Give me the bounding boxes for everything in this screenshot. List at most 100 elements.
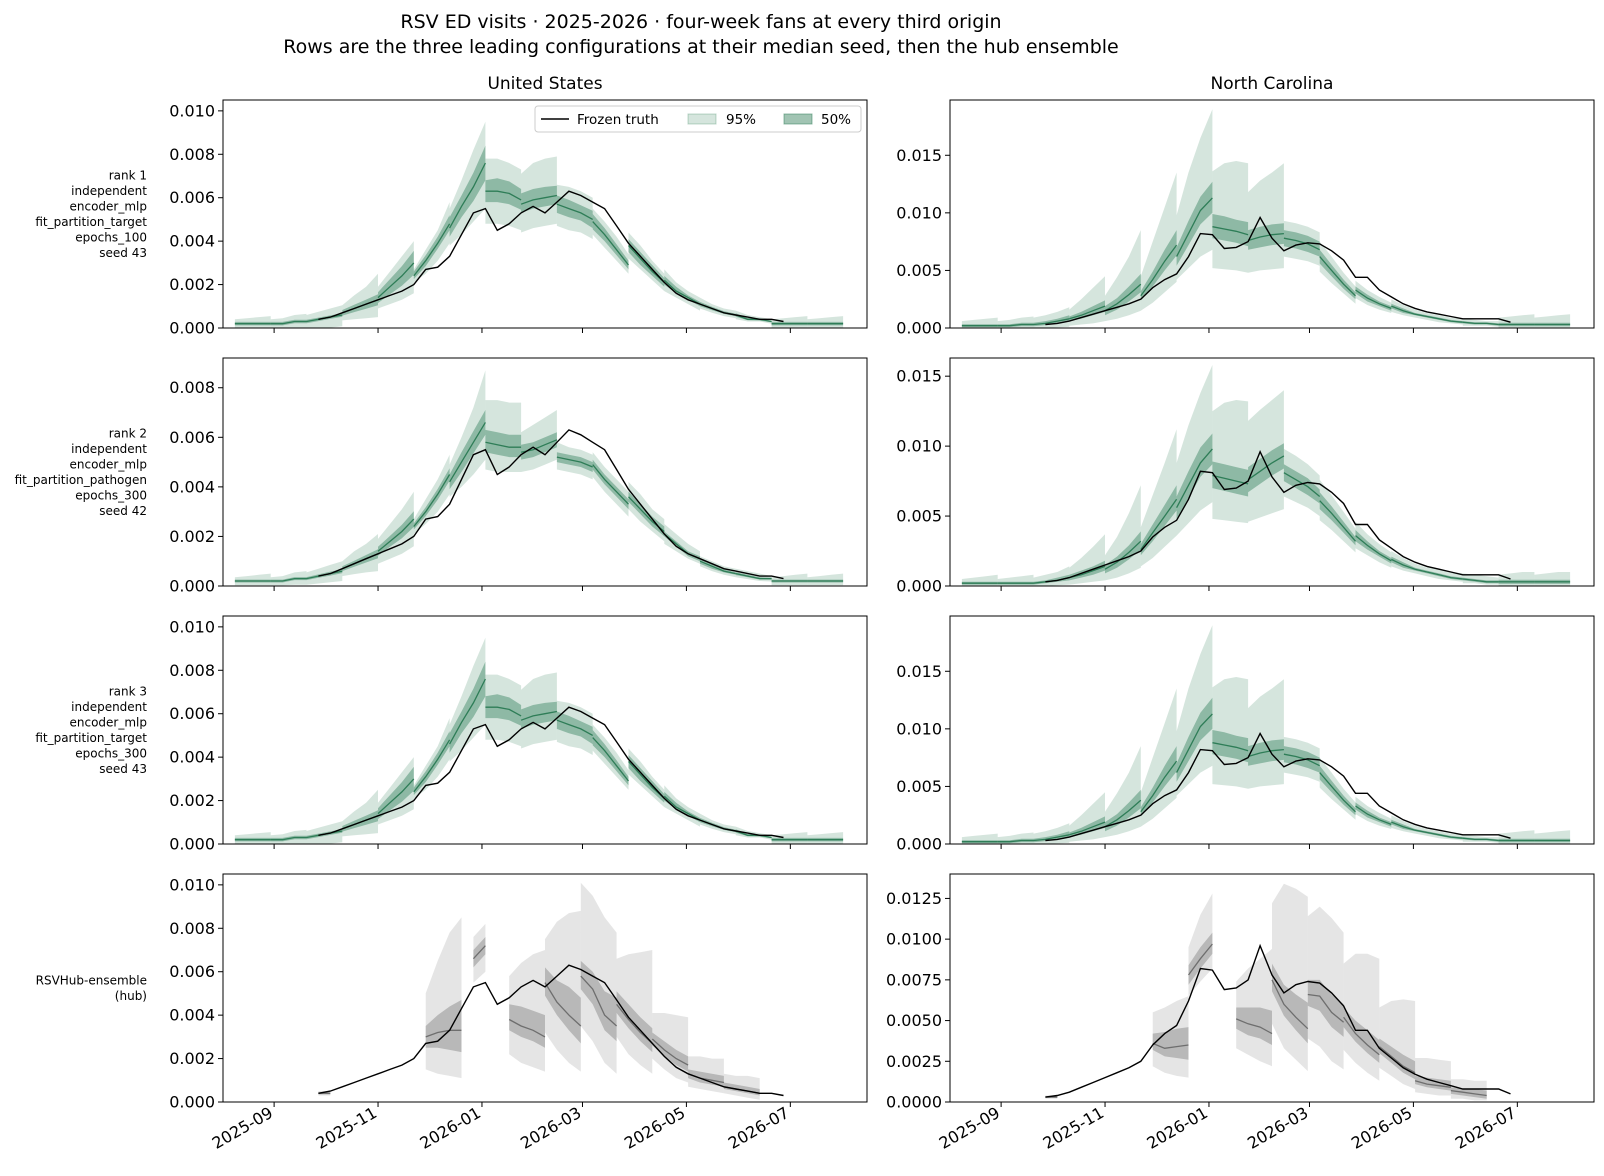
fan-median-line: [1247, 748, 1284, 758]
fan-95-band: [556, 184, 593, 239]
fan-50-band: [556, 195, 593, 229]
truth-line: [318, 429, 784, 580]
fan-95-band: [1319, 241, 1356, 304]
fan-95-band: [628, 232, 665, 292]
fan-95-band: [413, 718, 450, 799]
x-tick-label: 2026-01: [417, 1103, 484, 1153]
fan-50-band: [652, 1032, 689, 1072]
y-tick-label: 0.0100: [886, 930, 942, 949]
fan-median-line: [270, 577, 307, 582]
fan-50-band: [735, 572, 772, 580]
fan-median-line: [449, 678, 486, 745]
figure-subtitle: Rows are the three leading configuration…: [283, 36, 1118, 58]
fan-95-band: [1212, 400, 1249, 524]
y-tick-label: 0.002: [169, 1049, 215, 1068]
fan-50-band: [556, 452, 593, 472]
fan-median-line: [485, 706, 522, 717]
fan-50-band: [1415, 1075, 1451, 1091]
y-tick-label: 0.0025: [886, 1052, 942, 1071]
fan-median-line: [449, 162, 486, 229]
fan-50-band: [628, 491, 665, 537]
row-label-line: (hub): [115, 989, 147, 1003]
fan-50-band: [1391, 556, 1427, 574]
y-tick-label: 0.005: [896, 777, 942, 796]
y-tick-label: 0.008: [169, 661, 215, 680]
fan-50-band: [449, 661, 486, 753]
fan-median-line: [651, 1038, 689, 1066]
fan-median-line: [1140, 498, 1178, 550]
legend-95-label: 95%: [726, 112, 756, 128]
panel: 0.000 0.005 0.010 0.015: [896, 615, 1595, 854]
panel-frame: [222, 873, 868, 1103]
fan-median-line: [592, 221, 630, 266]
fan-95-band: [378, 491, 414, 564]
fan-median-line: [1212, 226, 1249, 236]
fan-median-line: [1235, 1018, 1273, 1035]
fan-median-line: [1426, 315, 1463, 323]
fan-50-band: [509, 1004, 545, 1048]
row-label-line: RSVHub-ensemble: [36, 973, 147, 987]
fan-95-band: [807, 573, 844, 586]
fan-95-band: [1248, 163, 1284, 273]
fan-50-band: [1319, 492, 1356, 546]
row-label-line: rank 1: [109, 168, 147, 182]
fan-median-line: [377, 262, 415, 299]
fan-95-band: [807, 832, 844, 844]
fan-95-band: [1105, 485, 1141, 581]
row-label-line: fit_partition_target: [35, 731, 147, 745]
y-tick-label: 0.015: [896, 146, 942, 165]
figure-title: RSV ED visits · 2025-2026 · four-week fa…: [400, 11, 1001, 33]
fan-50-band: [556, 711, 593, 745]
fan-95-band: [723, 1073, 760, 1100]
fan-median-line: [997, 839, 1034, 843]
truth-line: [318, 964, 784, 1097]
fan-95-band: [1176, 625, 1213, 796]
plot-area: [234, 370, 844, 586]
fan-median-line: [485, 190, 522, 201]
row-label-line: epochs_100: [75, 230, 147, 244]
fan-50-band: [413, 215, 450, 280]
y-tick-label: 0.000: [169, 577, 215, 596]
fan-median-line: [699, 560, 736, 575]
y-tick-label: 0.015: [896, 662, 942, 681]
fan-median-line: [580, 975, 618, 1027]
row-label-line: encoder_mlp: [69, 199, 147, 213]
panel-frame: [949, 873, 1595, 1103]
panel: 0.000 0.002 0.004 0.006 0.008 0.010: [169, 615, 868, 854]
fan-95-band: [580, 882, 617, 1074]
fan-median-line: [1355, 805, 1392, 826]
fan-50-band: [545, 967, 581, 1044]
fan-median-line: [1187, 943, 1213, 976]
fan-median-line: [1391, 821, 1428, 834]
plot-area: [1045, 883, 1511, 1101]
fan-95-band: [545, 910, 581, 1072]
row-label-line: epochs_300: [75, 746, 147, 760]
fan-95-band: [1248, 679, 1284, 789]
fan-median-line: [1307, 993, 1345, 1023]
fan-50-band: [1105, 531, 1141, 574]
fan-median-line: [628, 761, 665, 799]
fan-95-band: [342, 789, 378, 837]
fan-median-line: [1462, 578, 1499, 583]
fan-median-line: [1033, 318, 1070, 326]
fan-median-line: [1450, 1089, 1487, 1097]
fan-50-band: [616, 991, 653, 1053]
y-tick-label: 0.005: [896, 507, 942, 526]
fan-median-line: [1069, 305, 1106, 320]
fan-median-line: [1283, 237, 1320, 251]
fan-50-band: [485, 429, 522, 458]
panel: 0.000 0.002 0.004 0.006 0.008 0.010 Frozen tru…: [169, 99, 868, 338]
fan-median-line: [616, 1003, 653, 1044]
x-tick-label: 2026-07: [1452, 1103, 1519, 1153]
fan-95-band: [1069, 534, 1105, 585]
fan-median-line: [377, 518, 415, 552]
fan-median-line: [663, 795, 701, 821]
fan-median-line: [735, 572, 772, 580]
x-tick-label: 2025-09: [936, 1103, 1003, 1153]
y-tick-label: 0.000: [169, 835, 215, 854]
fan-95-band: [628, 748, 665, 808]
truth-line: [1045, 449, 1511, 583]
fan-95-band: [485, 674, 522, 747]
fan-median-line: [520, 710, 558, 721]
